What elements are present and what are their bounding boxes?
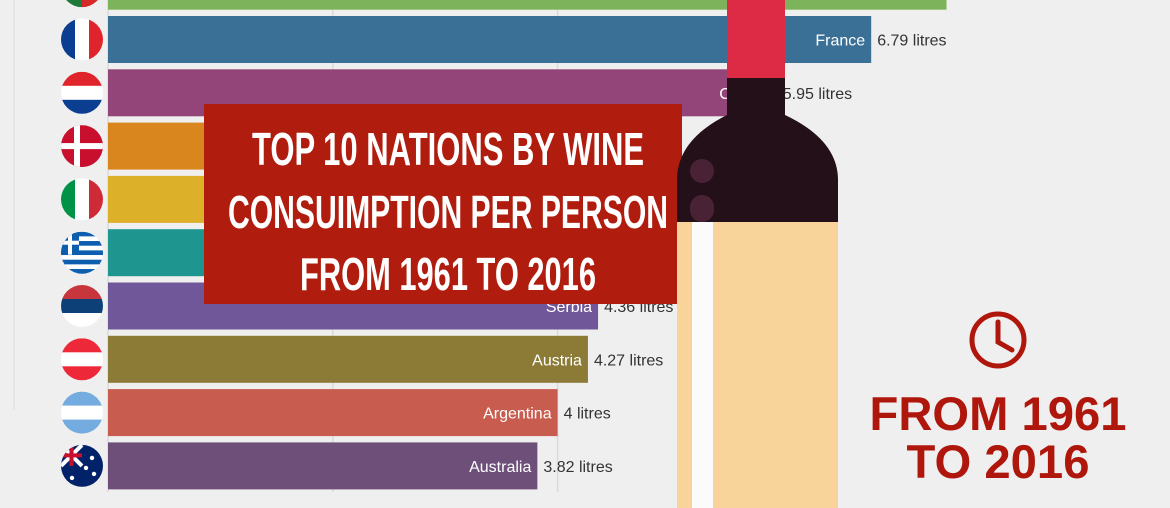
flag-stripe bbox=[61, 366, 103, 381]
flag-cross bbox=[61, 240, 79, 245]
bottle-dot bbox=[690, 195, 714, 222]
badge-line: TO 2016 bbox=[907, 435, 1090, 488]
flag-stripe bbox=[89, 18, 103, 61]
bar bbox=[108, 442, 538, 490]
flag-stripe bbox=[75, 18, 90, 61]
bar-value-label: 4 litres bbox=[564, 406, 611, 423]
title-banner: TOP 10 NATIONS BY WINE CONSUIMPTION PER … bbox=[204, 104, 682, 304]
flag-stripe bbox=[61, 250, 103, 256]
banner-box bbox=[204, 104, 682, 304]
flag-stripe bbox=[61, 236, 103, 242]
flag-stripe bbox=[61, 85, 103, 101]
flag-star bbox=[69, 475, 75, 481]
bottle-dot bbox=[690, 159, 714, 183]
period-badge: FROM 1961 TO 2016 bbox=[870, 311, 1127, 488]
clock-hands bbox=[995, 319, 1015, 353]
wine-bottle bbox=[677, 0, 838, 508]
flag bbox=[61, 178, 103, 221]
flag-stripe bbox=[61, 419, 103, 434]
flag bbox=[61, 391, 103, 434]
flag-stripe bbox=[61, 264, 103, 270]
flag-stripe bbox=[82, 0, 103, 8]
badge-line: FROM 1961 bbox=[870, 387, 1127, 440]
flag-cross bbox=[61, 143, 103, 150]
flag-stripe bbox=[61, 18, 76, 61]
flag bbox=[61, 18, 103, 61]
bottle-cap bbox=[727, 0, 785, 78]
flag-stripe bbox=[61, 0, 83, 8]
flags bbox=[61, 0, 103, 487]
flag-union bbox=[61, 444, 82, 466]
flag-stripe bbox=[61, 178, 76, 221]
flag-stripe bbox=[61, 99, 103, 114]
flag bbox=[61, 71, 103, 114]
banner-line: TOP 10 NATIONS BY WINE bbox=[252, 123, 644, 175]
flag-stripe bbox=[75, 178, 90, 221]
flag-stripe bbox=[61, 285, 103, 300]
bar-category-label: France bbox=[815, 33, 865, 50]
flag bbox=[61, 285, 103, 327]
flag-stripe bbox=[61, 299, 103, 314]
flag-stripe bbox=[61, 241, 103, 247]
flag-stripe bbox=[61, 259, 103, 265]
flag bbox=[61, 0, 103, 8]
clock-icon bbox=[969, 311, 1027, 369]
bar-value-label: 5.95 litres bbox=[783, 86, 852, 103]
banner-line: FROM 1961 TO 2016 bbox=[300, 248, 596, 300]
flag-stripe bbox=[61, 338, 103, 353]
flag-stripe bbox=[61, 405, 103, 421]
bar bbox=[108, 335, 588, 383]
bar bbox=[108, 389, 558, 437]
flag bbox=[61, 338, 103, 381]
flag bbox=[61, 444, 103, 487]
bar-category-label: Argentina bbox=[483, 406, 552, 423]
bar-category-label: Austria bbox=[532, 352, 582, 369]
bar-value-label: 4.27 litres bbox=[594, 352, 663, 369]
flag-star bbox=[83, 465, 89, 471]
flag-stripe bbox=[61, 245, 103, 251]
flag-stripe bbox=[61, 352, 103, 367]
bar-value-label: 6.79 litres bbox=[877, 33, 946, 50]
bar-value-label: 3.82 litres bbox=[543, 459, 612, 476]
flag-star bbox=[89, 455, 95, 461]
flag-stripe bbox=[61, 231, 103, 237]
flag-stripe bbox=[61, 255, 103, 261]
flag-stripe bbox=[89, 178, 103, 221]
flag-stripe bbox=[61, 71, 103, 87]
flag bbox=[61, 125, 103, 168]
flag-stripe bbox=[61, 269, 103, 274]
bar-category-label: Australia bbox=[469, 459, 531, 476]
bar bbox=[108, 0, 947, 10]
bottle-shine bbox=[692, 222, 713, 508]
flag-stripe bbox=[61, 391, 103, 407]
flag-stripe bbox=[61, 313, 103, 327]
banner-line: CONSUIMPTION PER PERSON bbox=[228, 186, 668, 238]
flag-star bbox=[91, 471, 97, 477]
